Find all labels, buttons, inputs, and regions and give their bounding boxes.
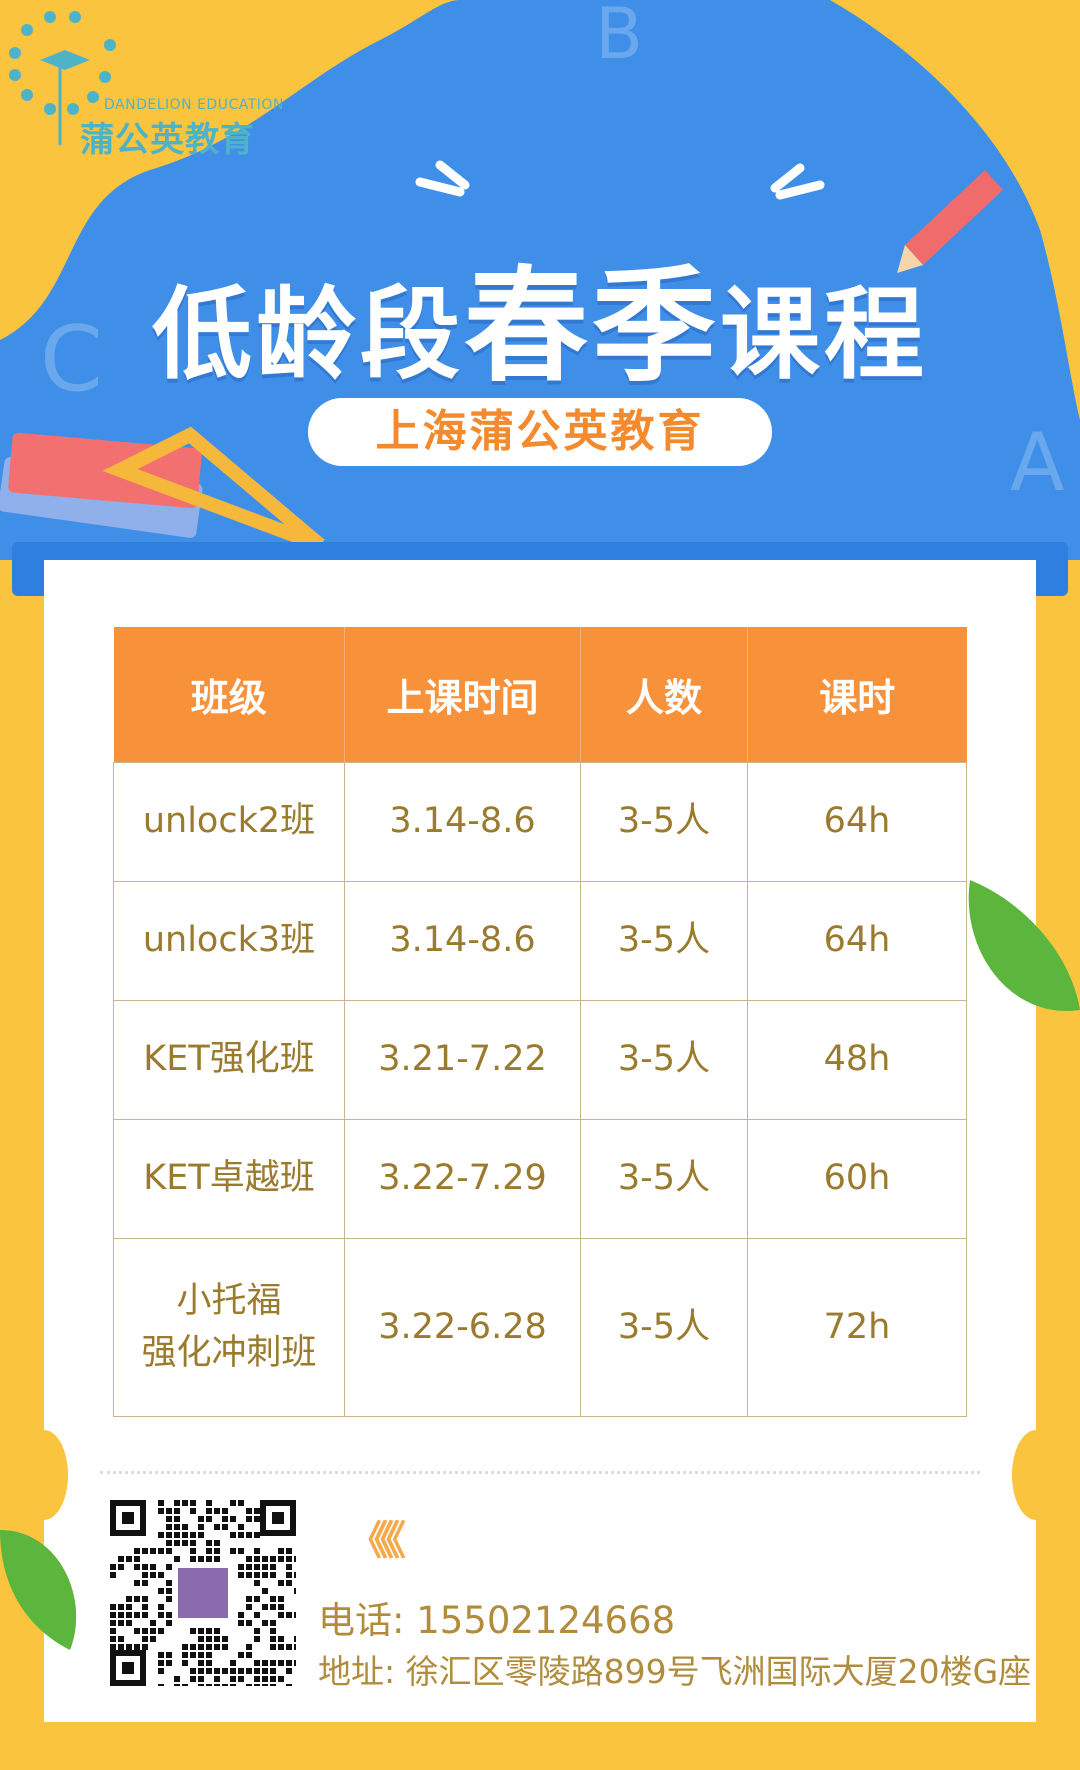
cell-size: 3-5人 (580, 999, 748, 1120)
cell-time: 3.22-6.28 (344, 1237, 581, 1417)
ticket-notch-left (20, 1430, 68, 1520)
cell-time: 3.14-8.6 (344, 880, 581, 1001)
cell-class: unlock2班 (113, 761, 345, 882)
dotted-divider (100, 1471, 980, 1474)
cell-size: 3-5人 (580, 761, 748, 882)
logo-chinese: 蒲公英教育 (80, 120, 255, 160)
cell-size: 3-5人 (580, 880, 748, 1001)
page-title: 低龄段春季课程 (0, 225, 1080, 405)
address: 地址: 徐汇区零陵路899号飞洲国际大厦20楼G座 (318, 1652, 1032, 1691)
books-icon (0, 426, 325, 552)
cell-hours: 72h (747, 1237, 967, 1417)
cell-class-line1: 小托福 (176, 1280, 282, 1321)
cell-class: KET卓越班 (113, 1118, 345, 1239)
cell-class: unlock3班 (113, 880, 345, 1001)
cell-hours: 64h (747, 761, 967, 882)
header-hours: 课时 (747, 627, 967, 762)
svg-text:C: C (40, 307, 103, 412)
cell-hours: 60h (747, 1118, 967, 1239)
cell-time: 3.22-7.29 (344, 1118, 581, 1239)
table-row: unlock3班 3.14-8.6 3-5人 64h (113, 880, 967, 1001)
leaf-icon (968, 880, 1080, 1011)
svg-text:A: A (1010, 416, 1065, 509)
header-class: 班级 (113, 627, 345, 762)
table-row: 小托福 强化冲刺班 3.22-6.28 3-5人 72h (113, 1237, 967, 1417)
cell-class: KET强化班 (113, 999, 345, 1120)
cell-hours: 64h (747, 880, 967, 1001)
logo-english: DANDELION EDUCATION (104, 97, 284, 113)
cell-hours: 48h (747, 999, 967, 1120)
cell-size: 3-5人 (580, 1118, 748, 1239)
subtitle-pill: 上海蒲公英教育 (308, 398, 772, 466)
header-size: 人数 (580, 627, 748, 762)
arrows-decoration: 《《《《 (348, 1518, 406, 1564)
table-row: KET强化班 3.21-7.22 3-5人 48h (113, 999, 967, 1120)
cell-time: 3.14-8.6 (344, 761, 581, 882)
leaf-icon (0, 1530, 77, 1650)
cell-class-line2: 强化冲刺班 (141, 1333, 317, 1373)
cell-size: 3-5人 (580, 1237, 748, 1417)
title-part3: 课程 (720, 276, 928, 393)
table-row: KET卓越班 3.22-7.29 3-5人 60h (113, 1118, 967, 1239)
phone-number: 电话: 15502124668 (318, 1599, 676, 1642)
title-part1: 低龄段 (151, 276, 464, 393)
cell-class: 小托福 强化冲刺班 (113, 1237, 345, 1417)
pencil-icon (897, 170, 1003, 273)
cell-time: 3.21-7.22 (344, 999, 581, 1120)
ticket-notch-right (1012, 1430, 1060, 1520)
table-row: unlock2班 3.14-8.6 3-5人 64h (113, 761, 967, 882)
header-time: 上课时间 (344, 627, 581, 762)
dandelion-logo-icon (9, 11, 116, 145)
course-table: 班级 上课时间 人数 课时 unlock2班 3.14-8.6 3-5人 64h un… (113, 627, 967, 1417)
banner-background: B A C (0, 0, 1080, 560)
qr-code[interactable] (110, 1500, 296, 1686)
svg-text:B: B (595, 0, 643, 75)
title-part2: 春季 (463, 255, 720, 399)
